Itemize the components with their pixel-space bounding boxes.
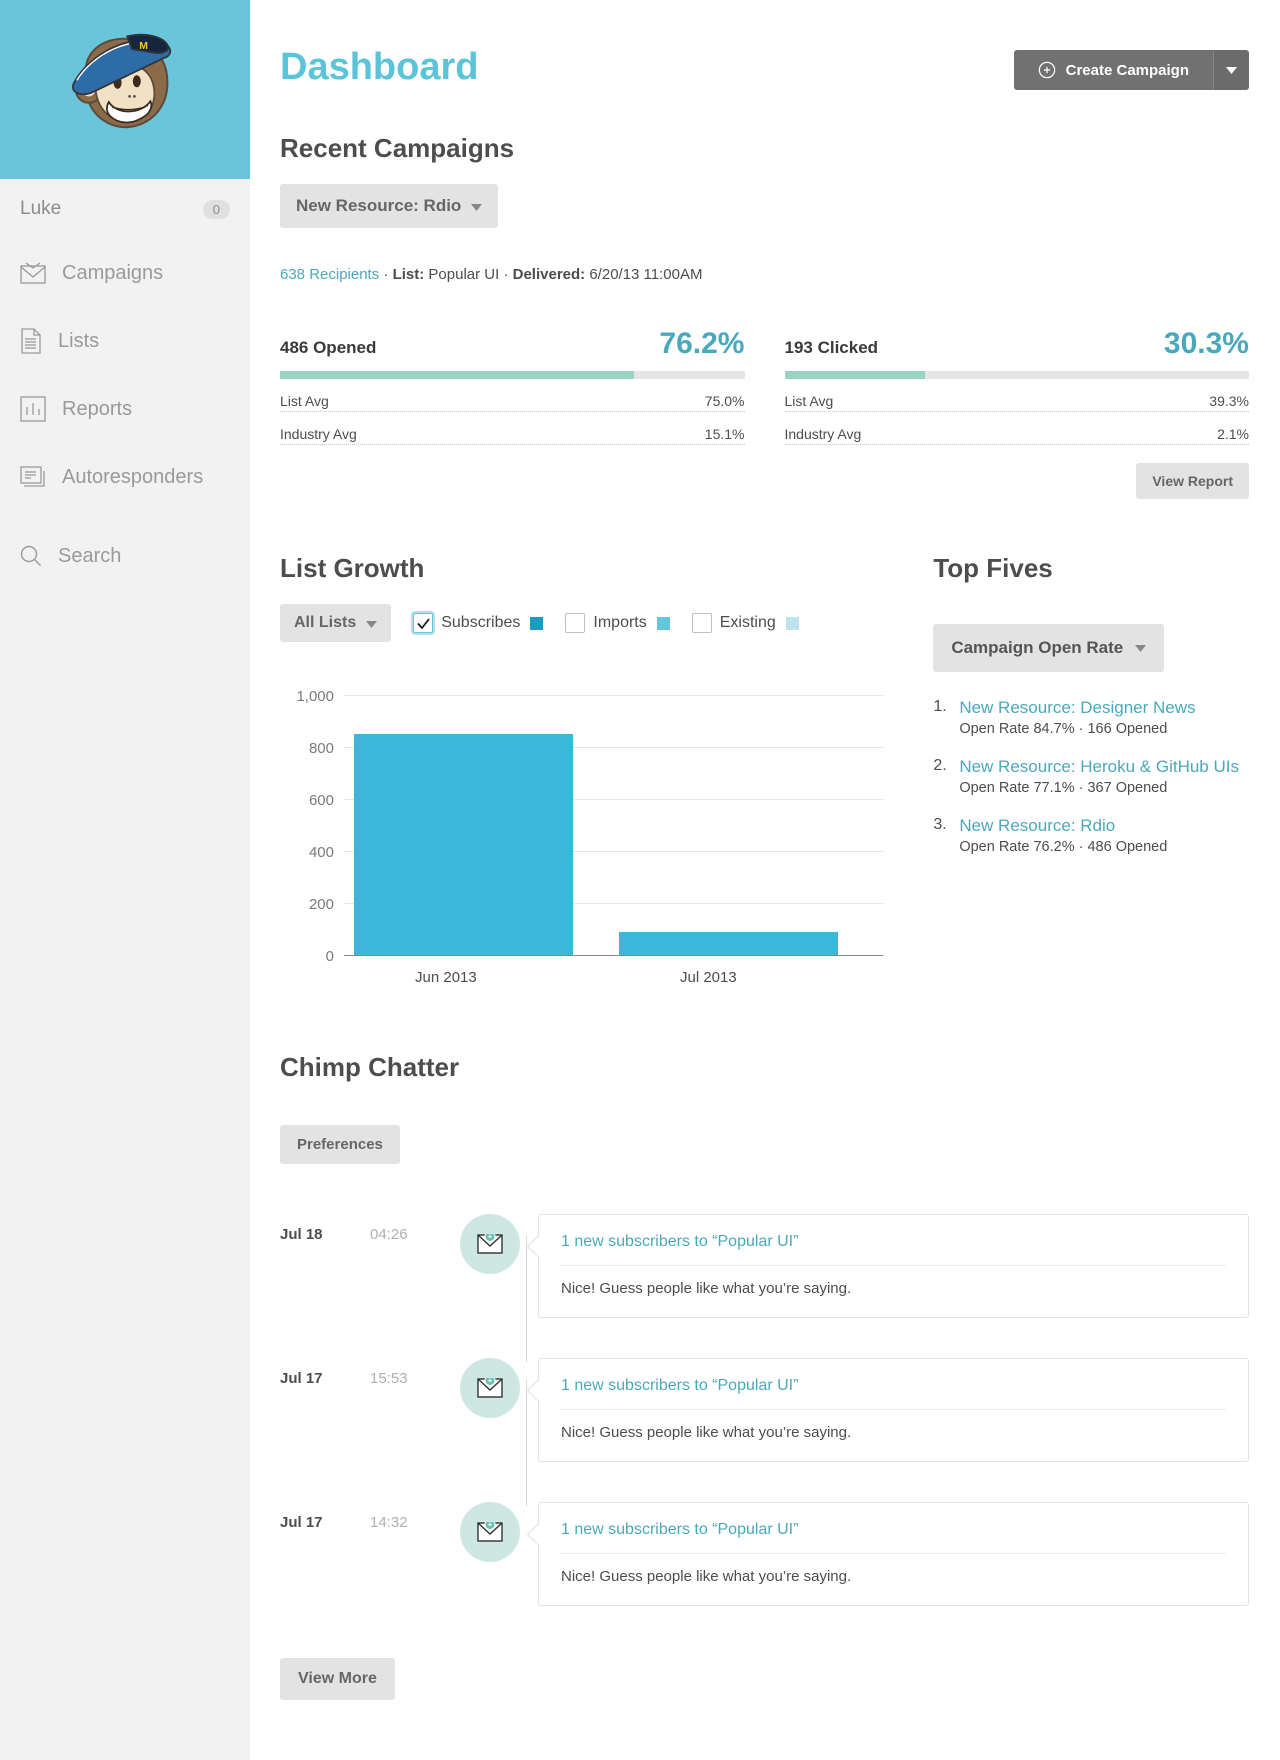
svg-text:M: M	[139, 41, 148, 52]
